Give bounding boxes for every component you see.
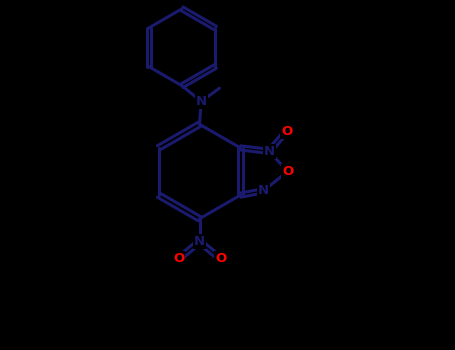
- Text: O: O: [173, 252, 184, 266]
- Text: N: N: [263, 145, 275, 158]
- Text: N: N: [194, 235, 205, 248]
- Text: O: O: [282, 165, 293, 178]
- Text: O: O: [215, 252, 226, 266]
- Text: N: N: [258, 184, 269, 197]
- Text: N: N: [196, 95, 207, 108]
- Text: O: O: [281, 125, 292, 138]
